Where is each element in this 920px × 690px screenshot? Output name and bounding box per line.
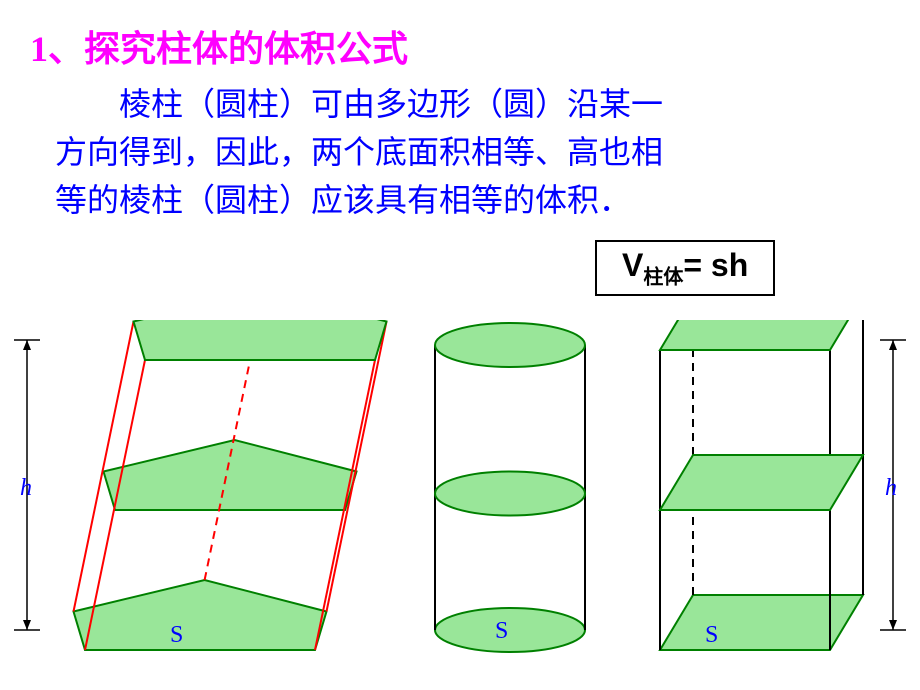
title-text: 1、探究柱体的体积公式 bbox=[30, 29, 408, 69]
svg-text:S: S bbox=[495, 618, 508, 644]
body-text: 棱柱（圆柱）可由多边形（圆）沿某一方向得到，因此，两个底面积相等、高也相等的棱柱… bbox=[55, 86, 663, 218]
slide-title: 1、探究柱体的体积公式 bbox=[30, 20, 408, 72]
svg-text:h: h bbox=[20, 475, 32, 501]
volume-formula: V柱体= sh bbox=[595, 240, 775, 296]
formula-rhs: = sh bbox=[683, 247, 748, 283]
formula-subscript: 柱体 bbox=[643, 266, 683, 288]
formula-v: V bbox=[622, 247, 643, 283]
svg-text:S: S bbox=[170, 622, 183, 648]
prisms-diagram: h h S S S bbox=[0, 320, 920, 680]
svg-text:h: h bbox=[885, 475, 897, 501]
body-paragraph: 棱柱（圆柱）可由多边形（圆）沿某一方向得到，因此，两个底面积相等、高也相等的棱柱… bbox=[55, 80, 675, 224]
svg-text:S: S bbox=[705, 622, 718, 648]
